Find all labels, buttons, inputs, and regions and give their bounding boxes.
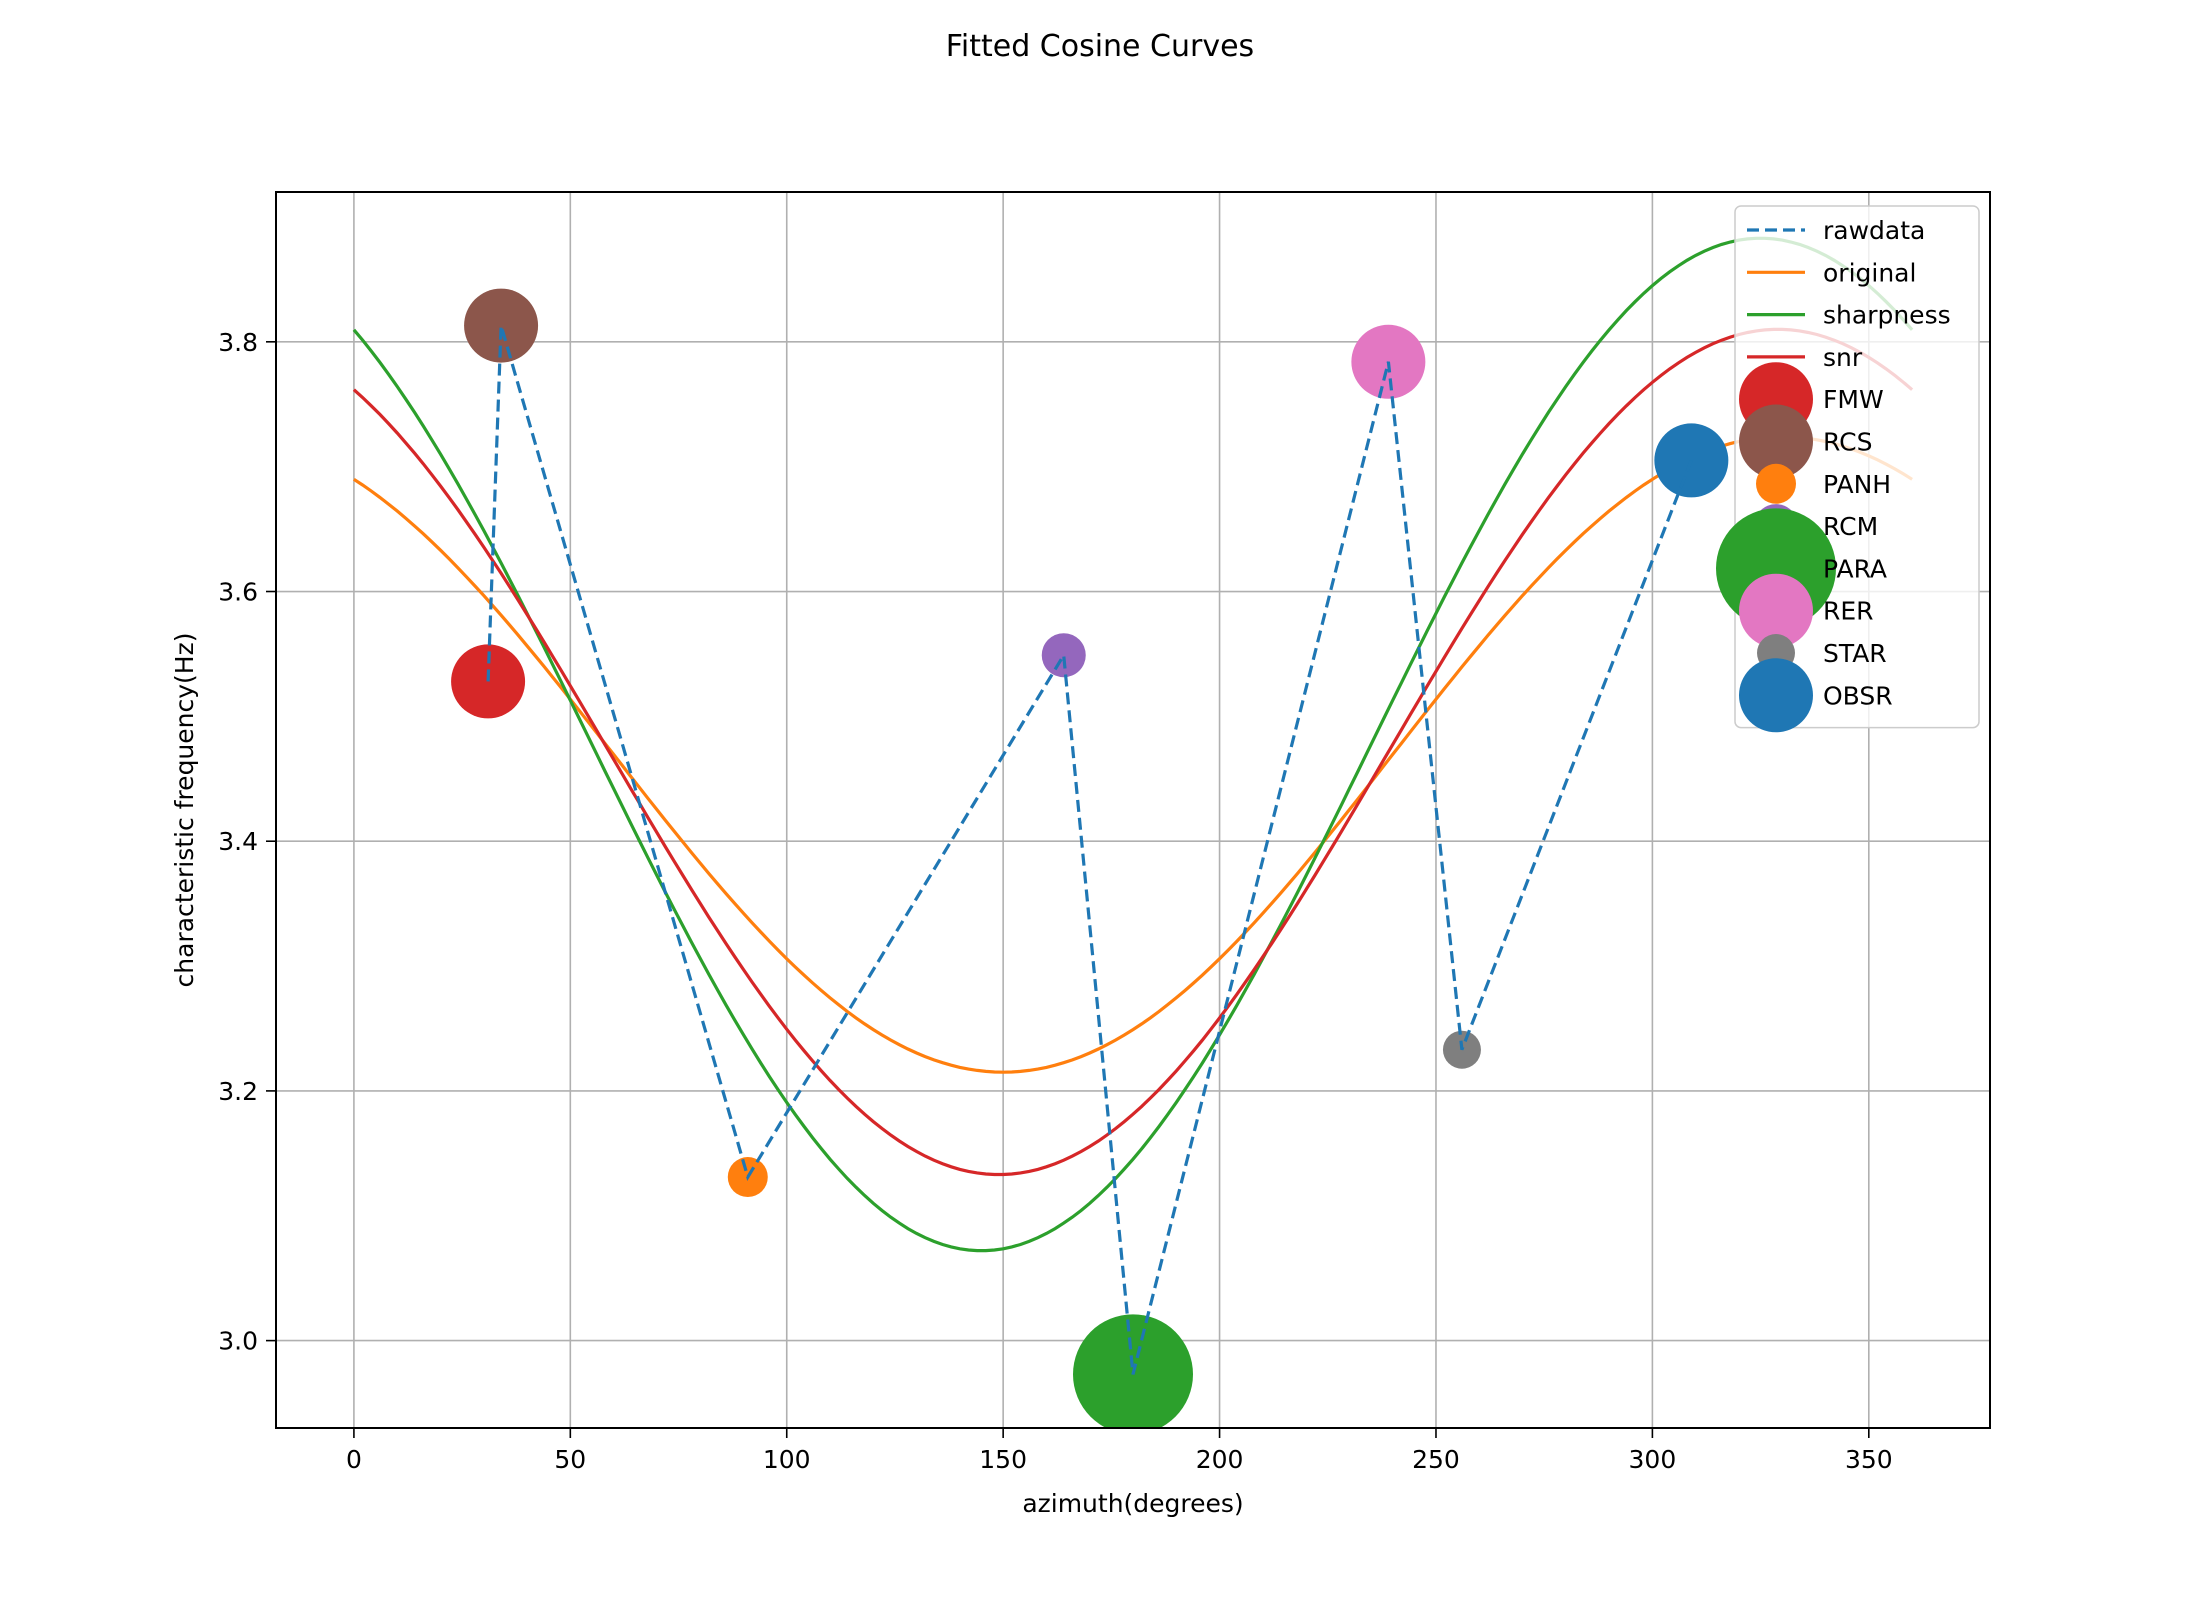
- x-tick-label: 100: [763, 1445, 811, 1474]
- x-tick-label: 300: [1629, 1445, 1677, 1474]
- fitted-curves: [352, 236, 1914, 1253]
- y-tick-label: 3.4: [218, 827, 258, 856]
- legend-marker-panh: [1756, 463, 1796, 504]
- legend-label-fmw: FMW: [1823, 385, 1884, 414]
- legend-label-obsr: OBSR: [1823, 681, 1893, 710]
- marker-rcs: [464, 288, 539, 363]
- legend-label-panh: PANH: [1823, 470, 1891, 499]
- legend-marker-rer: [1739, 573, 1813, 648]
- x-tick-label: 250: [1412, 1445, 1460, 1474]
- x-tick-label: 350: [1845, 1445, 1893, 1474]
- curve-sharpness: [352, 236, 1914, 1253]
- x-tick-label: 0: [346, 1445, 362, 1474]
- legend-label-star: STAR: [1823, 639, 1887, 668]
- legend: rawdata original sharpness snr FMW RCS PANH RCM…: [1716, 205, 1980, 733]
- legend-label-rcm: RCM: [1823, 512, 1878, 541]
- rawdata-line: [486, 325, 1693, 1375]
- legend-label-original: original: [1823, 258, 1916, 287]
- plot-frame: [275, 191, 1991, 1429]
- marker-fmw: [451, 644, 526, 719]
- y-axis-ticks: 3.0 3.2 3.4 3.6 3.8: [218, 328, 276, 1356]
- legend-label-rawdata: rawdata: [1823, 216, 1925, 245]
- x-tick-label: 150: [979, 1445, 1027, 1474]
- x-axis-ticks: 0 50 100 150 200 250 300 350: [346, 1428, 1893, 1474]
- legend-marker-rcs: [1739, 404, 1813, 479]
- marker-rcm: [1041, 633, 1086, 678]
- x-axis-label: azimuth(degrees): [1022, 1489, 1243, 1518]
- legend-label-snr: snr: [1823, 343, 1863, 372]
- curve-original: [353, 435, 1913, 1074]
- legend-label-sharpness: sharpness: [1823, 301, 1951, 330]
- x-tick-label: 200: [1196, 1445, 1244, 1474]
- y-tick-label: 3.6: [218, 578, 258, 607]
- y-axis-label: characteristic frequency(Hz): [170, 633, 199, 988]
- legend-marker-obsr: [1739, 658, 1813, 733]
- legend-label-para: PARA: [1823, 554, 1887, 583]
- legend-label-rer: RER: [1823, 597, 1874, 626]
- y-tick-label: 3.8: [218, 328, 258, 357]
- legend-label-rcs: RCS: [1823, 428, 1872, 457]
- y-tick-label: 3.0: [218, 1327, 258, 1356]
- curve-snr: [352, 327, 1914, 1177]
- x-tick-label: 50: [554, 1445, 586, 1474]
- rawdata-series: [486, 325, 1693, 1375]
- station-markers: [451, 288, 1729, 1428]
- y-tick-label: 3.2: [218, 1077, 258, 1106]
- plot-content: [352, 236, 1914, 1428]
- chart-title: Fitted Cosine Curves: [946, 29, 1254, 64]
